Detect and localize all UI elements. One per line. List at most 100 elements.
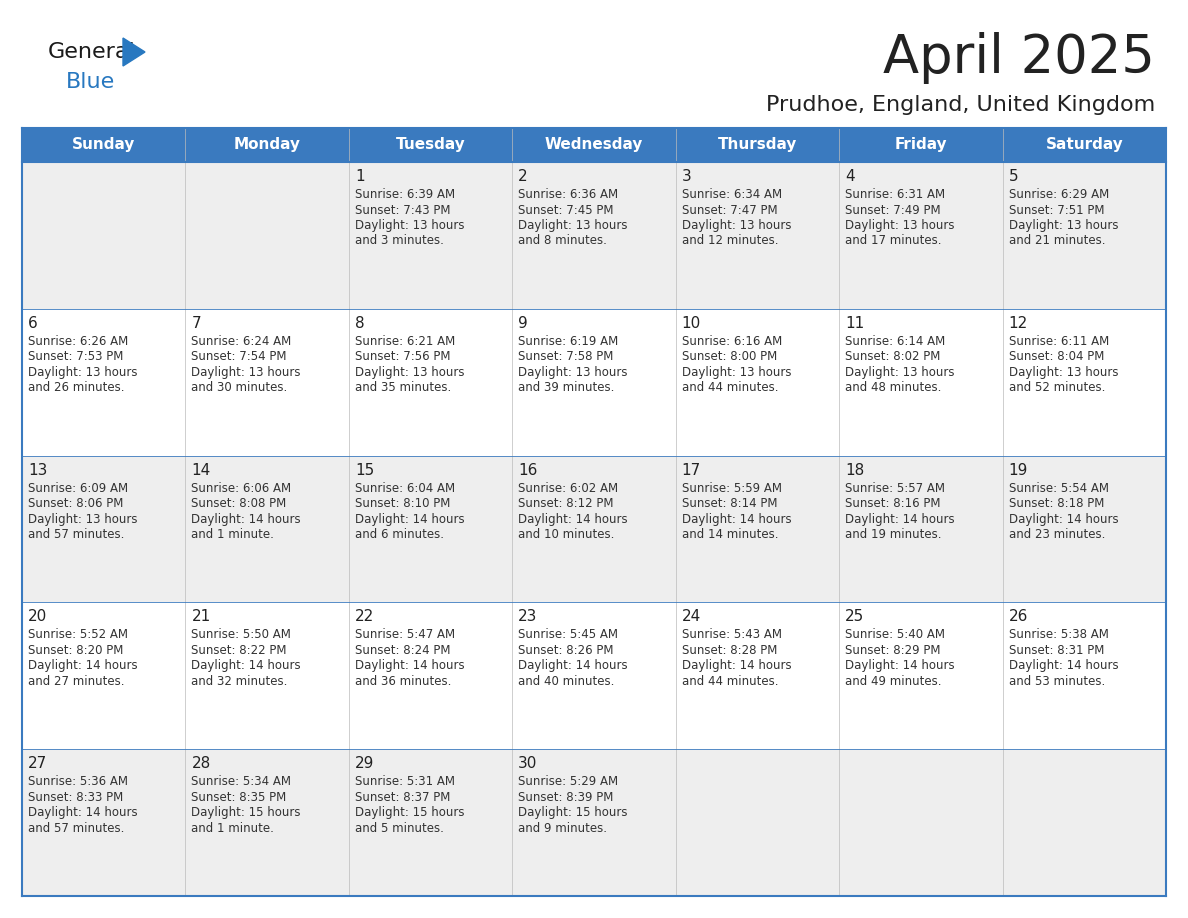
Text: Sunrise: 6:14 AM: Sunrise: 6:14 AM xyxy=(845,335,946,348)
Text: and 53 minutes.: and 53 minutes. xyxy=(1009,675,1105,688)
Bar xyxy=(23,128,1165,162)
Text: Daylight: 14 hours: Daylight: 14 hours xyxy=(1009,512,1118,526)
Text: Daylight: 15 hours: Daylight: 15 hours xyxy=(518,806,627,819)
Text: Sunrise: 5:59 AM: Sunrise: 5:59 AM xyxy=(682,482,782,495)
Text: 11: 11 xyxy=(845,316,865,330)
Text: Daylight: 14 hours: Daylight: 14 hours xyxy=(191,512,301,526)
Text: April 2025: April 2025 xyxy=(883,32,1155,84)
Text: 19: 19 xyxy=(1009,463,1028,477)
Text: 1: 1 xyxy=(355,169,365,184)
Text: and 49 minutes.: and 49 minutes. xyxy=(845,675,942,688)
Text: 8: 8 xyxy=(355,316,365,330)
Text: Tuesday: Tuesday xyxy=(396,138,466,152)
Text: Sunset: 8:18 PM: Sunset: 8:18 PM xyxy=(1009,498,1104,510)
Text: Sunrise: 5:40 AM: Sunrise: 5:40 AM xyxy=(845,629,946,642)
Text: Daylight: 13 hours: Daylight: 13 hours xyxy=(355,219,465,232)
Text: Sunset: 7:54 PM: Sunset: 7:54 PM xyxy=(191,351,287,364)
Text: Sunset: 7:51 PM: Sunset: 7:51 PM xyxy=(1009,204,1104,217)
Text: and 48 minutes.: and 48 minutes. xyxy=(845,381,942,395)
Text: 25: 25 xyxy=(845,610,865,624)
Text: 10: 10 xyxy=(682,316,701,330)
Text: Sunset: 8:28 PM: Sunset: 8:28 PM xyxy=(682,644,777,657)
Text: 12: 12 xyxy=(1009,316,1028,330)
Text: Sunrise: 6:16 AM: Sunrise: 6:16 AM xyxy=(682,335,782,348)
Text: 27: 27 xyxy=(29,756,48,771)
Text: 2: 2 xyxy=(518,169,527,184)
Text: and 19 minutes.: and 19 minutes. xyxy=(845,528,942,541)
Text: Sunset: 8:33 PM: Sunset: 8:33 PM xyxy=(29,790,124,803)
Text: Daylight: 13 hours: Daylight: 13 hours xyxy=(845,219,955,232)
Text: Sunrise: 5:45 AM: Sunrise: 5:45 AM xyxy=(518,629,618,642)
Text: Daylight: 15 hours: Daylight: 15 hours xyxy=(191,806,301,819)
Text: Daylight: 13 hours: Daylight: 13 hours xyxy=(191,365,301,379)
Text: Sunrise: 6:21 AM: Sunrise: 6:21 AM xyxy=(355,335,455,348)
Text: and 17 minutes.: and 17 minutes. xyxy=(845,234,942,248)
Text: and 44 minutes.: and 44 minutes. xyxy=(682,675,778,688)
Bar xyxy=(23,602,1165,749)
Text: and 10 minutes.: and 10 minutes. xyxy=(518,528,614,541)
Text: Sunset: 8:16 PM: Sunset: 8:16 PM xyxy=(845,498,941,510)
Text: and 35 minutes.: and 35 minutes. xyxy=(355,381,451,395)
Text: Sunrise: 6:04 AM: Sunrise: 6:04 AM xyxy=(355,482,455,495)
Text: Sunset: 7:47 PM: Sunset: 7:47 PM xyxy=(682,204,777,217)
Text: Sunday: Sunday xyxy=(72,138,135,152)
Text: and 3 minutes.: and 3 minutes. xyxy=(355,234,444,248)
Text: Daylight: 14 hours: Daylight: 14 hours xyxy=(845,512,955,526)
Bar xyxy=(23,455,1165,602)
Text: Saturday: Saturday xyxy=(1045,138,1123,152)
Text: 24: 24 xyxy=(682,610,701,624)
Bar xyxy=(23,749,1165,896)
Text: Daylight: 14 hours: Daylight: 14 hours xyxy=(682,659,791,672)
Text: and 14 minutes.: and 14 minutes. xyxy=(682,528,778,541)
Text: 4: 4 xyxy=(845,169,855,184)
Text: Blue: Blue xyxy=(67,72,115,92)
Text: Sunrise: 5:31 AM: Sunrise: 5:31 AM xyxy=(355,775,455,789)
Text: Wednesday: Wednesday xyxy=(545,138,643,152)
Text: 3: 3 xyxy=(682,169,691,184)
Text: 9: 9 xyxy=(518,316,527,330)
Text: Sunrise: 6:09 AM: Sunrise: 6:09 AM xyxy=(29,482,128,495)
Text: Thursday: Thursday xyxy=(718,138,797,152)
Text: and 30 minutes.: and 30 minutes. xyxy=(191,381,287,395)
Text: 21: 21 xyxy=(191,610,210,624)
Text: and 1 minute.: and 1 minute. xyxy=(191,528,274,541)
Text: 7: 7 xyxy=(191,316,201,330)
Text: 5: 5 xyxy=(1009,169,1018,184)
Text: Sunrise: 5:52 AM: Sunrise: 5:52 AM xyxy=(29,629,128,642)
Text: Sunset: 8:39 PM: Sunset: 8:39 PM xyxy=(518,790,614,803)
Text: Daylight: 13 hours: Daylight: 13 hours xyxy=(518,219,627,232)
Text: General: General xyxy=(48,42,135,62)
Text: 17: 17 xyxy=(682,463,701,477)
Text: Daylight: 15 hours: Daylight: 15 hours xyxy=(355,806,465,819)
Text: Daylight: 14 hours: Daylight: 14 hours xyxy=(845,659,955,672)
Text: and 32 minutes.: and 32 minutes. xyxy=(191,675,287,688)
Text: 18: 18 xyxy=(845,463,865,477)
Text: Sunset: 7:49 PM: Sunset: 7:49 PM xyxy=(845,204,941,217)
Text: Sunrise: 6:19 AM: Sunrise: 6:19 AM xyxy=(518,335,619,348)
Text: and 57 minutes.: and 57 minutes. xyxy=(29,822,125,834)
Text: Daylight: 13 hours: Daylight: 13 hours xyxy=(355,365,465,379)
Text: Daylight: 14 hours: Daylight: 14 hours xyxy=(191,659,301,672)
Text: Sunset: 8:37 PM: Sunset: 8:37 PM xyxy=(355,790,450,803)
Text: and 36 minutes.: and 36 minutes. xyxy=(355,675,451,688)
Text: Sunrise: 6:02 AM: Sunrise: 6:02 AM xyxy=(518,482,619,495)
Text: Sunrise: 6:06 AM: Sunrise: 6:06 AM xyxy=(191,482,291,495)
Text: and 26 minutes.: and 26 minutes. xyxy=(29,381,125,395)
Text: 14: 14 xyxy=(191,463,210,477)
Text: Daylight: 13 hours: Daylight: 13 hours xyxy=(682,365,791,379)
Text: Daylight: 13 hours: Daylight: 13 hours xyxy=(1009,365,1118,379)
Text: Sunset: 8:02 PM: Sunset: 8:02 PM xyxy=(845,351,941,364)
Text: 15: 15 xyxy=(355,463,374,477)
Text: Sunrise: 6:26 AM: Sunrise: 6:26 AM xyxy=(29,335,128,348)
Text: and 27 minutes.: and 27 minutes. xyxy=(29,675,125,688)
Text: 26: 26 xyxy=(1009,610,1028,624)
Text: Sunset: 8:10 PM: Sunset: 8:10 PM xyxy=(355,498,450,510)
Text: Sunrise: 5:29 AM: Sunrise: 5:29 AM xyxy=(518,775,619,789)
Text: Sunset: 8:06 PM: Sunset: 8:06 PM xyxy=(29,498,124,510)
Text: and 40 minutes.: and 40 minutes. xyxy=(518,675,614,688)
Text: Daylight: 14 hours: Daylight: 14 hours xyxy=(29,659,138,672)
Text: Sunrise: 6:24 AM: Sunrise: 6:24 AM xyxy=(191,335,292,348)
Text: Sunset: 7:56 PM: Sunset: 7:56 PM xyxy=(355,351,450,364)
Text: Sunrise: 5:43 AM: Sunrise: 5:43 AM xyxy=(682,629,782,642)
Text: 28: 28 xyxy=(191,756,210,771)
